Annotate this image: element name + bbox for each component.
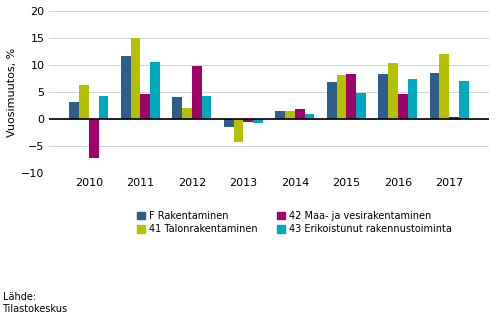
Bar bbox=[407, 79, 417, 119]
Bar bbox=[398, 94, 407, 119]
Bar bbox=[173, 97, 182, 119]
Bar bbox=[356, 93, 366, 119]
Bar bbox=[327, 82, 337, 119]
Bar bbox=[224, 119, 233, 127]
Bar bbox=[440, 54, 449, 119]
Text: Lähde:
Tilastokeskus: Lähde: Tilastokeskus bbox=[3, 292, 67, 314]
Bar bbox=[285, 111, 295, 119]
Bar bbox=[459, 81, 469, 119]
Legend: F Rakentaminen, 41 Talonrakentaminen, 42 Maa- ja vesirakentaminen, 43 Erikoistun: F Rakentaminen, 41 Talonrakentaminen, 42… bbox=[133, 207, 455, 238]
Bar bbox=[182, 108, 192, 119]
Bar bbox=[69, 102, 79, 119]
Bar bbox=[131, 38, 140, 119]
Bar bbox=[89, 119, 99, 158]
Bar bbox=[150, 62, 160, 119]
Bar bbox=[305, 114, 314, 119]
Bar bbox=[253, 119, 263, 123]
Bar bbox=[295, 109, 305, 119]
Bar bbox=[337, 75, 346, 119]
Bar bbox=[449, 117, 459, 119]
Bar bbox=[388, 63, 398, 119]
Y-axis label: Vuosimuutos, %: Vuosimuutos, % bbox=[7, 47, 17, 137]
Bar bbox=[192, 66, 202, 119]
Bar bbox=[202, 96, 211, 119]
Bar bbox=[378, 74, 388, 119]
Bar bbox=[430, 73, 440, 119]
Bar bbox=[121, 56, 131, 119]
Bar bbox=[243, 119, 253, 122]
Bar bbox=[140, 94, 150, 119]
Bar bbox=[99, 96, 109, 119]
Bar bbox=[79, 85, 89, 119]
Bar bbox=[275, 112, 285, 119]
Bar bbox=[346, 74, 356, 119]
Bar bbox=[233, 119, 243, 142]
